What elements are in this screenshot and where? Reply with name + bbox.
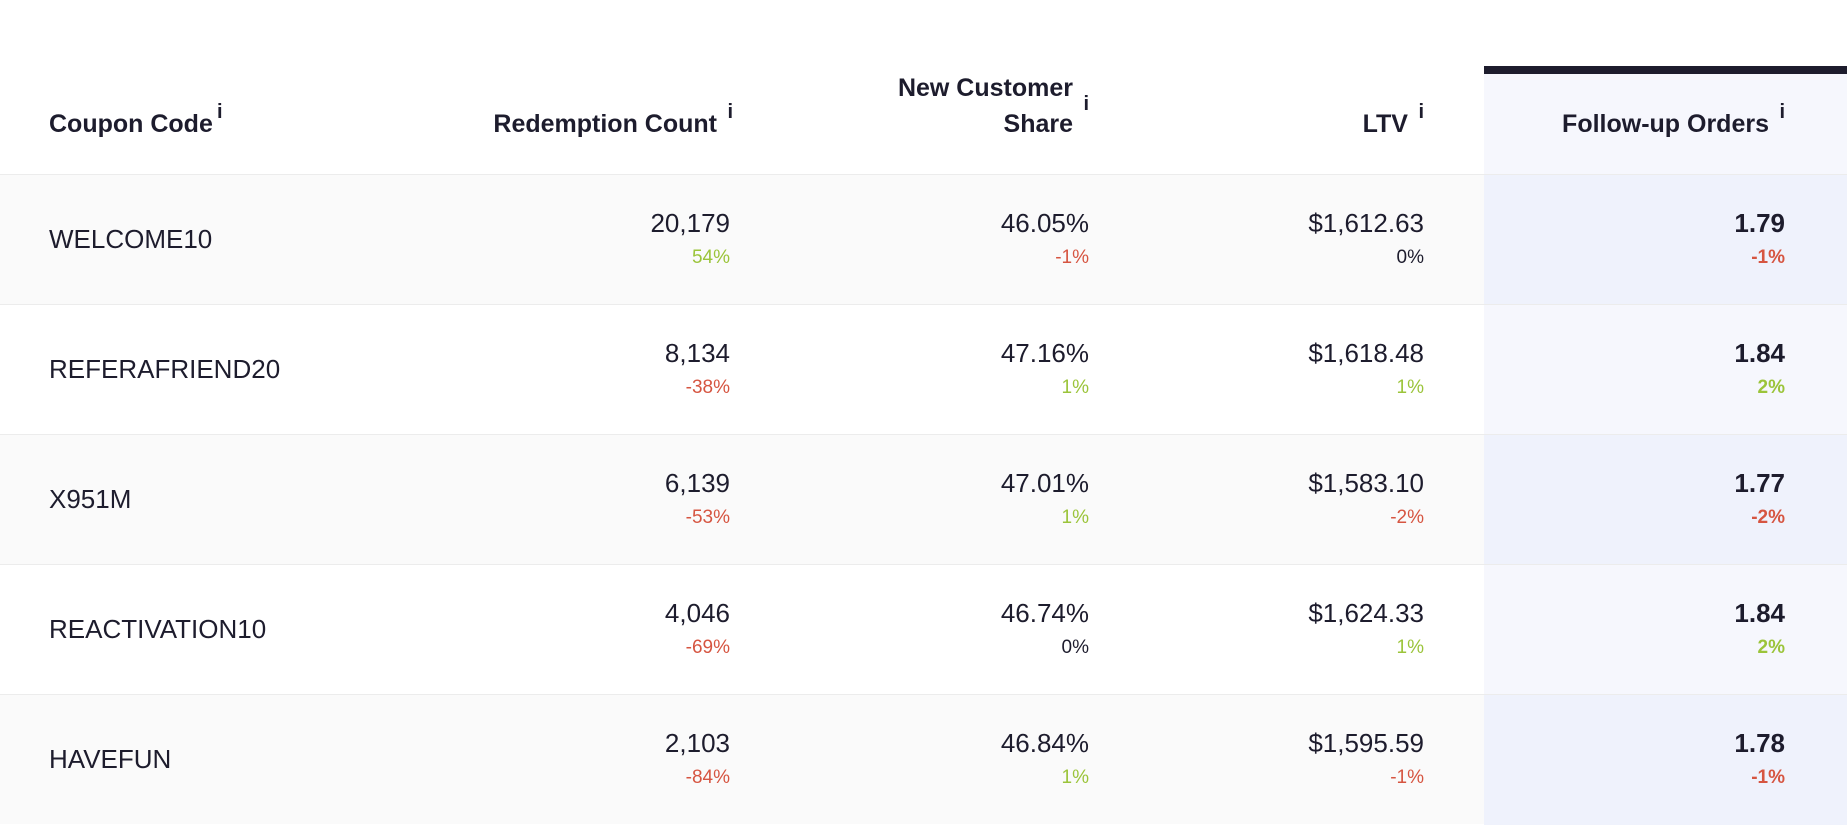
highlighted-cell-bg — [1484, 175, 1847, 305]
follow-up-orders-value: 1.78 — [1734, 728, 1785, 758]
coupon-code: X951M — [49, 484, 132, 514]
new-customer-share-change: 1% — [1061, 767, 1089, 788]
ltv-change: -1% — [1390, 767, 1424, 788]
table-row[interactable]: REACTIVATION10 4,046 -69% 46.74% 0% $1,6… — [0, 564, 1847, 695]
redemption-count-change: -69% — [685, 637, 730, 658]
coupon-code: REFERAFRIEND20 — [49, 354, 281, 384]
column-header-label: Coupon Code — [49, 110, 213, 138]
column-header-label: LTV — [1362, 110, 1408, 138]
new-customer-share-change: 0% — [1061, 637, 1089, 658]
redemption-count-value: 4,046 — [664, 598, 730, 628]
ltv-change: 1% — [1396, 637, 1424, 658]
table-row[interactable]: WELCOME10 20,179 54% 46.05% -1% $1,612.6… — [0, 174, 1847, 305]
new-customer-share-value: 46.84% — [1000, 728, 1089, 758]
ltv-change: -2% — [1390, 507, 1424, 528]
new-customer-share-value: 46.74% — [1000, 598, 1089, 628]
ltv-value: $1,595.59 — [1308, 728, 1424, 758]
highlighted-column-header-bg — [1484, 66, 1847, 174]
column-header-coupon-code[interactable]: Coupon Code i — [49, 101, 223, 142]
redemption-count-change: -53% — [685, 507, 730, 528]
follow-up-orders-value: 1.84 — [1734, 598, 1785, 628]
table-row[interactable]: REFERAFRIEND20 8,134 -38% 47.16% 1% $1,6… — [0, 304, 1847, 435]
redemption-count-value: 20,179 — [650, 208, 730, 238]
new-customer-share-value: 47.16% — [1000, 338, 1089, 368]
column-header-label: Redemption Count — [493, 110, 717, 138]
ltv-change: 1% — [1396, 377, 1424, 398]
redemption-count-change: 54% — [691, 247, 730, 268]
coupon-code: WELCOME10 — [49, 224, 213, 254]
info-icon[interactable]: i — [1418, 101, 1424, 123]
column-header-follow-up-orders[interactable]: Follow-up Orders i — [1562, 101, 1785, 142]
column-header-label-line2: Share — [1003, 110, 1073, 138]
follow-up-orders-change: -1% — [1751, 247, 1785, 268]
ltv-value: $1,583.10 — [1308, 468, 1424, 498]
new-customer-share-change: 1% — [1061, 507, 1089, 528]
ltv-value: $1,624.33 — [1308, 598, 1424, 628]
redemption-count-change: -84% — [685, 767, 730, 788]
follow-up-orders-change: 2% — [1757, 637, 1785, 658]
column-header-label-line1: New Customer — [897, 74, 1073, 102]
info-icon[interactable]: i — [217, 101, 223, 123]
redemption-count-value: 2,103 — [664, 728, 730, 758]
highlighted-cell-bg — [1484, 695, 1847, 825]
new-customer-share-change: 1% — [1061, 377, 1089, 398]
follow-up-orders-value: 1.79 — [1734, 208, 1785, 238]
ltv-change: 0% — [1396, 247, 1424, 268]
info-icon[interactable]: i — [1083, 93, 1089, 115]
follow-up-orders-change: 2% — [1757, 377, 1785, 398]
table-row[interactable]: X951M 6,139 -53% 47.01% 1% $1,583.10 -2%… — [0, 434, 1847, 565]
column-header-ltv[interactable]: LTV i — [1362, 101, 1424, 142]
new-customer-share-change: -1% — [1055, 247, 1089, 268]
redemption-count-value: 6,139 — [664, 468, 730, 498]
info-icon[interactable]: i — [727, 101, 733, 123]
ltv-value: $1,618.48 — [1308, 338, 1424, 368]
ltv-value: $1,612.63 — [1308, 208, 1424, 238]
follow-up-orders-value: 1.84 — [1734, 338, 1785, 368]
highlighted-cell-bg — [1484, 435, 1847, 565]
redemption-count-change: -38% — [685, 377, 730, 398]
follow-up-orders-change: -2% — [1751, 507, 1785, 528]
highlighted-cell-bg — [1484, 565, 1847, 695]
highlighted-cell-bg — [1484, 305, 1847, 435]
column-header-redemption-count[interactable]: Redemption Count i — [493, 101, 733, 142]
new-customer-share-value: 46.05% — [1000, 208, 1089, 238]
coupon-code: HAVEFUN — [49, 744, 172, 774]
info-icon[interactable]: i — [1779, 101, 1785, 123]
follow-up-orders-change: -1% — [1751, 767, 1785, 788]
column-header-new-customer-share[interactable]: New Customer Share i — [897, 70, 1089, 142]
new-customer-share-value: 47.01% — [1000, 468, 1089, 498]
column-header-label: Follow-up Orders — [1562, 110, 1769, 138]
table-row[interactable]: HAVEFUN 2,103 -84% 46.84% 1% $1,595.59 -… — [0, 694, 1847, 825]
coupon-code: REACTIVATION10 — [49, 614, 267, 644]
redemption-count-value: 8,134 — [664, 338, 730, 368]
follow-up-orders-value: 1.77 — [1734, 468, 1785, 498]
